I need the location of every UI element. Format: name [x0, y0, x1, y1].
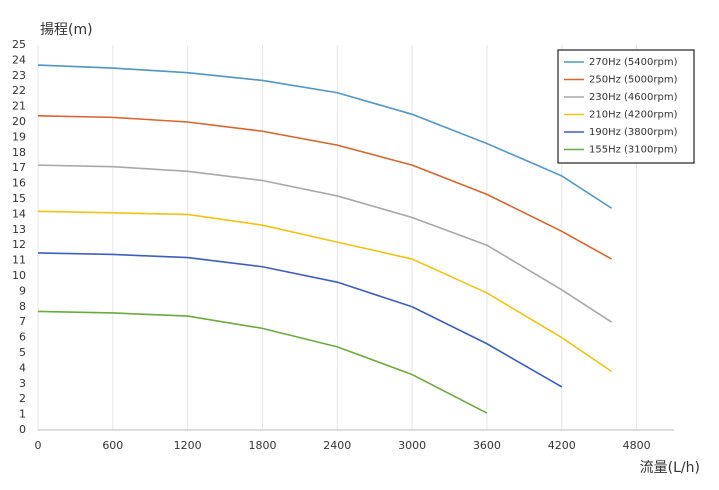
line — [37, 115, 613, 260]
legend-label: 270Hz (5400rpm) — [589, 57, 678, 68]
y-tick-label: 21 — [12, 100, 26, 113]
x-tick-label: 3000 — [398, 439, 426, 452]
y-tick-label: 0 — [19, 423, 26, 436]
y-tick-label: 7 — [19, 315, 26, 328]
y-tick-label: 17 — [12, 161, 26, 174]
y-tick-label: 1 — [19, 408, 26, 421]
legend-box — [557, 49, 695, 164]
x-tick-label: 3600 — [473, 439, 501, 452]
legend-label: 190Hz (3800rpm) — [589, 127, 678, 138]
x-tick-label: 2400 — [323, 439, 351, 452]
y-tick-label: 24 — [12, 53, 26, 66]
y-tick-label: 6 — [19, 331, 26, 344]
y-tick-label: 23 — [12, 69, 26, 82]
y-tick-label: 12 — [12, 238, 26, 251]
y-tick-label: 5 — [19, 346, 26, 359]
y-tick-label: 10 — [12, 269, 26, 282]
x-tick-label: 600 — [102, 439, 123, 452]
x-tick-label: 0 — [35, 439, 42, 452]
line — [37, 210, 613, 373]
x-tick-label: 4200 — [548, 439, 576, 452]
line — [37, 164, 613, 323]
legend-label: 230Hz (4600rpm) — [589, 92, 678, 103]
y-tick-label: 11 — [12, 254, 26, 267]
y-tick-label: 20 — [12, 115, 26, 128]
legend: 270Hz (5400rpm) 250Hz (5000rpm) 230Hz (460… — [557, 49, 695, 164]
y-tick-label: 15 — [12, 192, 26, 205]
y-tick-label: 8 — [19, 300, 26, 313]
y-tick-label: 22 — [12, 84, 26, 97]
x-tick-label: 1800 — [248, 439, 276, 452]
y-tick-label: 14 — [12, 207, 26, 220]
y-tick-label: 25 — [12, 38, 26, 51]
x-tick-label: 1200 — [174, 439, 202, 452]
y-axis-label: 揚程(m) — [40, 21, 93, 38]
line — [37, 310, 488, 414]
y-tick-label: 18 — [12, 146, 26, 159]
y-tick-label: 3 — [19, 377, 26, 390]
line — [37, 64, 613, 209]
y-tick-label: 16 — [12, 177, 26, 190]
line — [37, 252, 563, 388]
x-axis-label: 流量(L/h) — [640, 460, 700, 476]
y-tick-label: 4 — [19, 361, 26, 374]
y-tick-label: 2 — [19, 392, 26, 405]
legend-label: 155Hz (3100rpm) — [589, 145, 678, 156]
y-tick-label: 13 — [12, 223, 26, 236]
y-tick-label: 19 — [12, 130, 26, 143]
x-tick-label: 4800 — [623, 439, 651, 452]
legend-label: 210Hz (4200rpm) — [589, 110, 678, 121]
y-tick-label: 9 — [19, 284, 26, 297]
legend-label: 250Hz (5000rpm) — [589, 75, 678, 86]
